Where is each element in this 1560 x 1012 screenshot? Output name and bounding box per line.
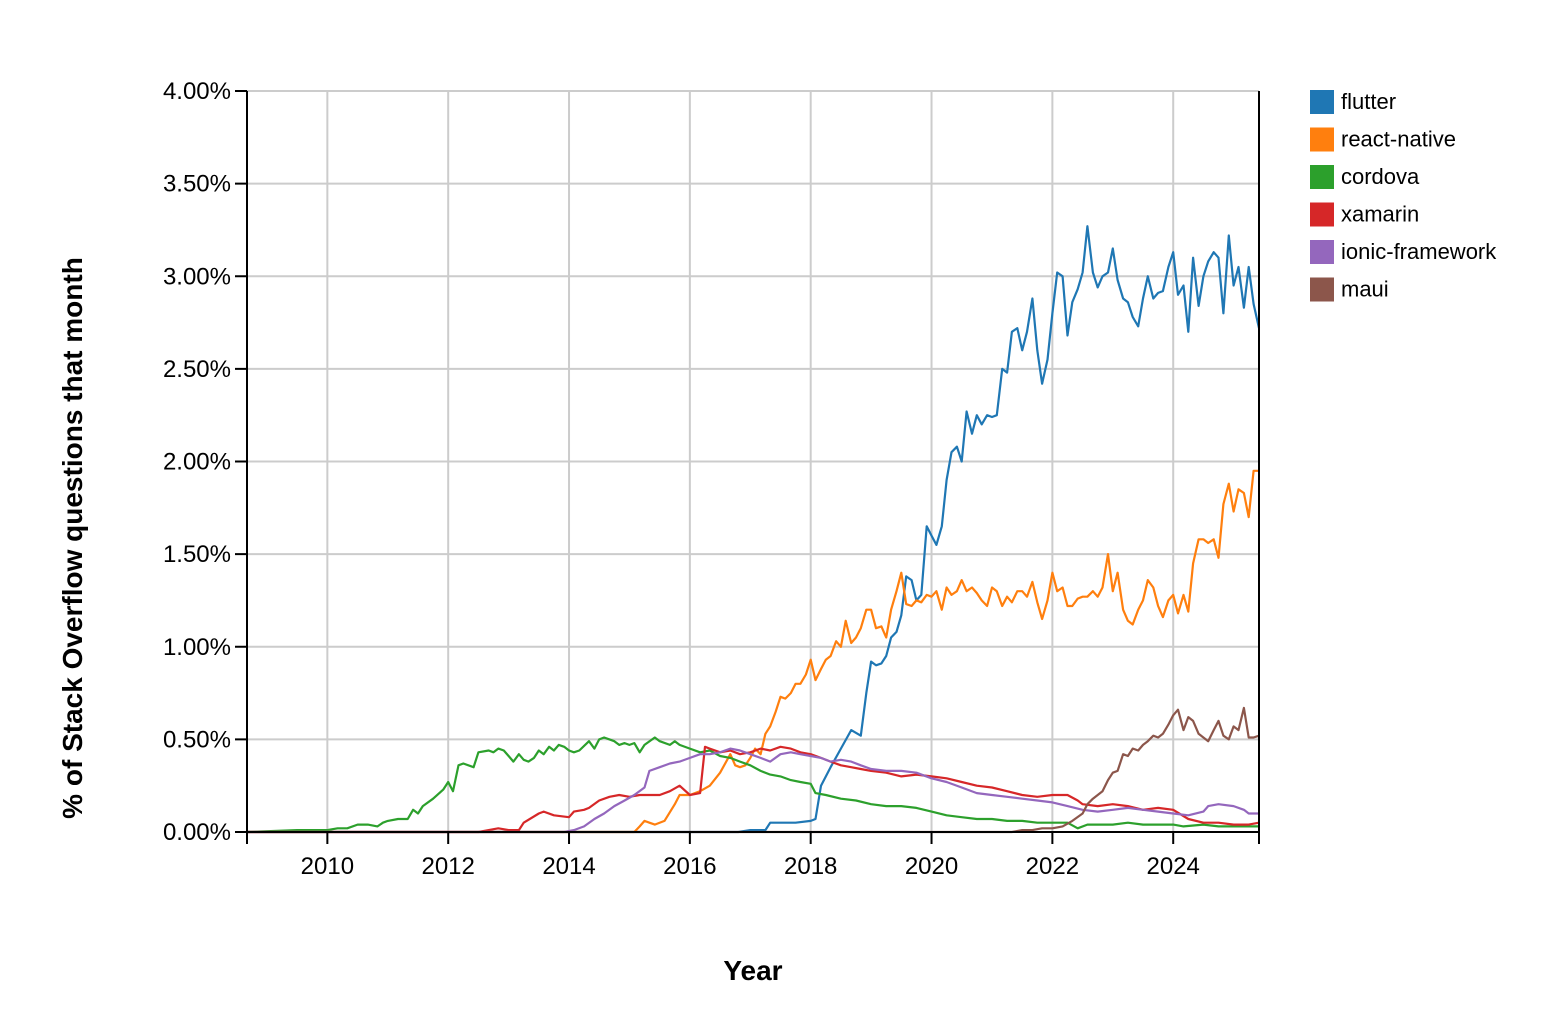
legend-label-flutter: flutter [1341,89,1396,114]
legend-swatch-maui [1310,277,1334,302]
legend-swatch-ionic-framework [1310,240,1334,264]
series-line-flutter [247,225,1261,834]
legend-swatch-cordova [1310,165,1334,189]
x-tick-label: 2018 [784,853,837,880]
y-tick-label: 3.50% [163,171,231,198]
y-tick-label: 0.50% [163,726,231,753]
series-line-ionic-framework [247,747,1259,834]
axes [235,91,1260,844]
legend-label-maui: maui [1341,277,1389,302]
series-lines [246,225,1261,834]
x-tick-label: 2024 [1147,853,1200,880]
x-tick-label: 2012 [421,853,474,880]
gridlines [247,90,1259,833]
legend-swatch-xamarin [1310,202,1334,227]
x-tick-label: 2014 [542,853,595,880]
series-line-maui [247,706,1260,834]
y-axis-ticks: 0.00% 0.50% 1.00% 1.50% 2.00% 2.50% 3.00% 3.50%… [163,78,247,846]
series-line-xamarin [247,745,1260,834]
legend-label-cordova: cordova [1341,164,1420,189]
x-tick-label: 2016 [663,853,716,880]
legend: flutter react-native cordova xamarin ionic-f… [1310,89,1497,302]
x-tick-label: 2022 [1026,853,1079,880]
x-tick-label: 2010 [301,853,354,880]
y-tick-label: 2.00% [163,449,231,476]
y-tick-label: 3.00% [163,263,231,290]
x-tick-label: 2020 [905,853,958,880]
legend-label-xamarin: xamarin [1341,202,1419,227]
series-line-cordova [246,736,1259,834]
legend-swatch-react-native [1310,127,1334,152]
y-tick-label: 2.50% [163,356,231,383]
y-tick-label: 4.00% [163,78,231,105]
y-tick-label: 0.00% [163,819,231,846]
series-line-react-native [247,469,1259,834]
x-axis-ticks: 2010 2012 2014 2016 2018 2020 2022 2024 [301,832,1200,880]
x-axis-title: Year [723,955,782,986]
legend-label-ionic-framework: ionic-framework [1341,239,1497,264]
legend-swatch-flutter [1310,90,1334,114]
legend-label-react-native: react-native [1341,127,1456,152]
y-tick-label: 1.50% [163,541,231,568]
y-axis-title: % of Stack Overflow questions that month [57,257,88,819]
y-tick-label: 1.00% [163,634,231,661]
